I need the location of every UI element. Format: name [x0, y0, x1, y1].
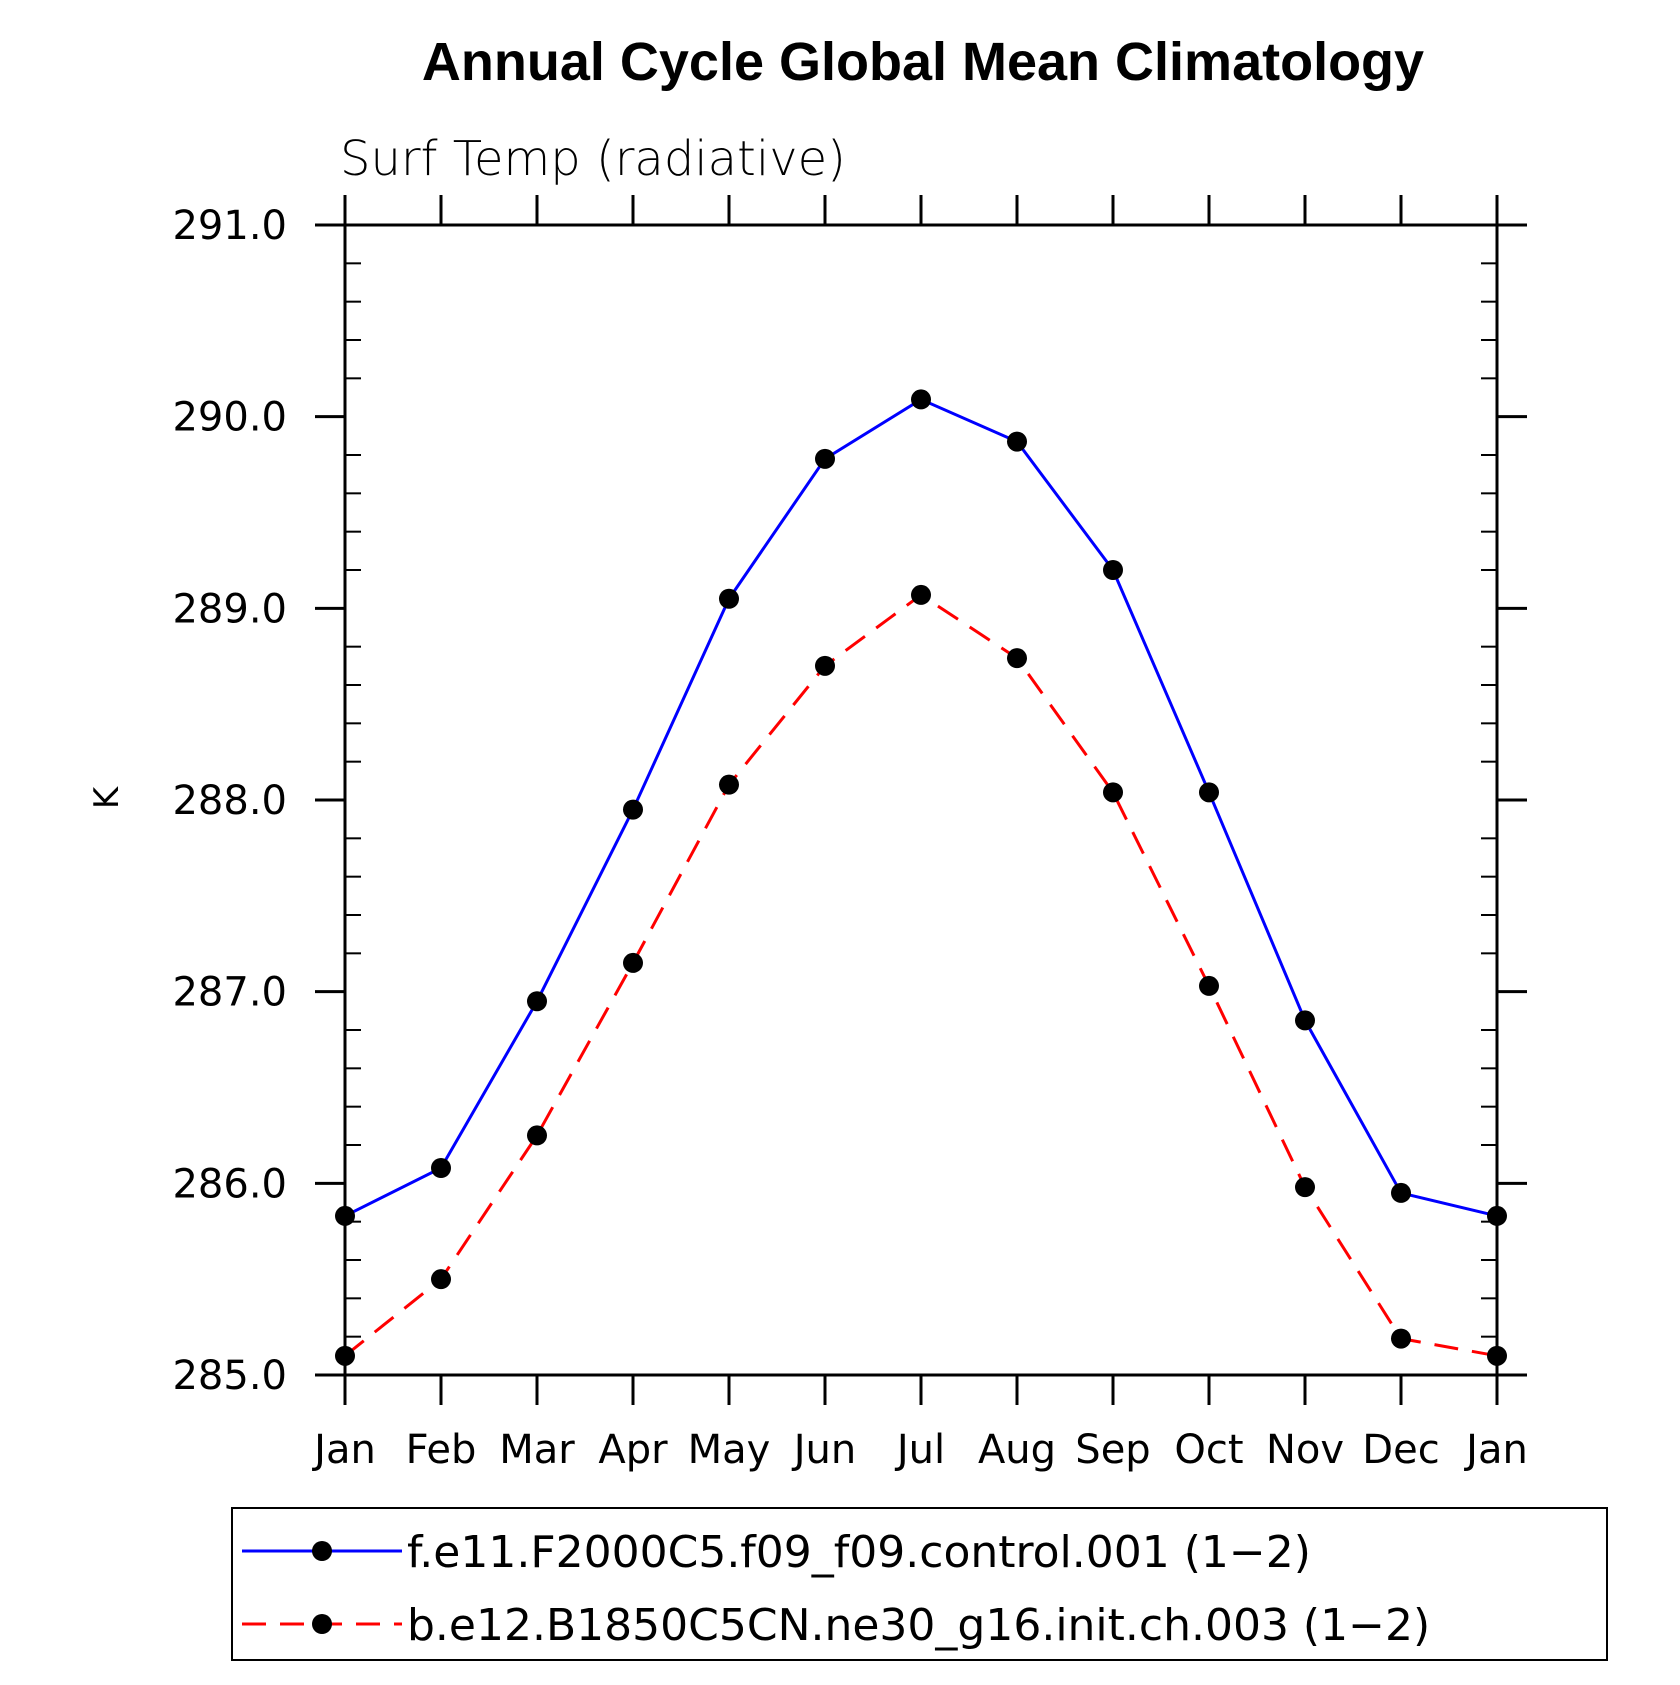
x-tick-label: Feb: [406, 1427, 477, 1473]
data-point: [719, 774, 739, 795]
data-point: [623, 799, 643, 820]
y-tick-label: 288.0: [172, 778, 287, 824]
y-tick-label: 291.0: [172, 203, 287, 249]
data-point: [1295, 1010, 1315, 1031]
x-tick-label: Nov: [1266, 1427, 1344, 1473]
data-point: [1007, 431, 1027, 452]
data-point: [911, 584, 931, 605]
data-point: [1199, 975, 1219, 996]
x-tick-label: Aug: [978, 1427, 1056, 1473]
y-tick-label: 289.0: [172, 586, 287, 632]
y-axis-label: K: [87, 785, 127, 809]
x-tick-label: Mar: [499, 1427, 575, 1473]
x-tick-label: Sep: [1075, 1427, 1150, 1473]
data-point: [1103, 560, 1123, 580]
data-point: [431, 1158, 451, 1178]
x-tick-label: Oct: [1174, 1427, 1243, 1473]
data-point: [1391, 1328, 1411, 1349]
legend-label-2: b.e12.B1850C5CN.ne30_g16.init.ch.003 (1−…: [407, 1600, 1430, 1651]
y-tick-label: 285.0: [172, 1353, 287, 1399]
data-point: [1487, 1205, 1507, 1226]
chart-subtitle: Surf Temp (radiative): [340, 131, 846, 187]
data-point: [815, 655, 835, 676]
x-tick-label: Jul: [894, 1427, 945, 1473]
data-point: [815, 448, 835, 469]
data-point: [1391, 1182, 1411, 1203]
data-point: [335, 1205, 355, 1226]
data-point: [527, 991, 547, 1012]
data-point: [719, 588, 739, 609]
x-tick-label: Jun: [791, 1427, 857, 1473]
x-tick-label: May: [688, 1427, 771, 1473]
x-tick-label: Apr: [598, 1427, 668, 1473]
series-line-2: [344, 593, 1498, 1358]
data-point: [1295, 1177, 1315, 1198]
legend: f.e11.F2000C5.f09_f09.control.001 (1−2) b…: [231, 1507, 1608, 1661]
data-point: [1199, 782, 1219, 803]
legend-marker-2: [312, 1614, 332, 1634]
series-line-1: [344, 397, 1498, 1218]
x-tick-label: Jan: [311, 1427, 376, 1473]
legend-label-1: f.e11.F2000C5.f09_f09.control.001 (1−2): [407, 1527, 1311, 1578]
legend-box: [231, 1507, 1608, 1661]
x-tick-label: Jan: [1463, 1427, 1528, 1473]
data-point: [1487, 1345, 1507, 1366]
data-point: [911, 389, 931, 410]
data-point: [335, 1345, 355, 1366]
chart-title: Annual Cycle Global Mean Climatology: [422, 32, 1424, 92]
legend-marker-1: [312, 1541, 332, 1561]
data-point: [1007, 648, 1027, 669]
y-tick-label: 287.0: [172, 970, 287, 1016]
y-tick-label: 290.0: [172, 395, 287, 441]
y-tick-label: 286.0: [172, 1161, 287, 1207]
plot-layer: Jan Feb Mar Apr May Jun Jul Aug Sep Oct Nov Dec Jan 2…: [172, 195, 1528, 1473]
x-tick-label: Dec: [1362, 1427, 1439, 1473]
data-point: [431, 1269, 451, 1290]
data-point: [623, 952, 643, 973]
data-point: [1103, 782, 1123, 803]
data-point: [527, 1125, 547, 1146]
